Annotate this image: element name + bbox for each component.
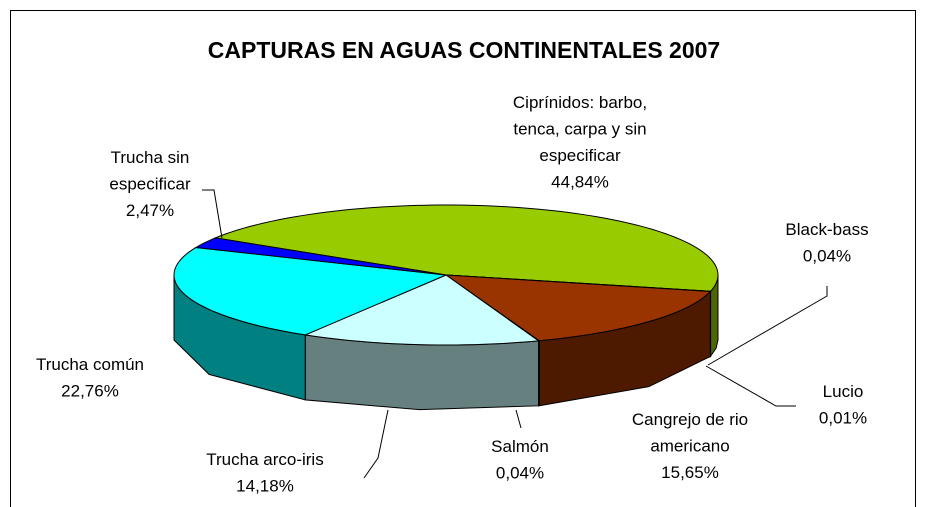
slice-value-label: 44,84% xyxy=(551,173,609,192)
chart-frame xyxy=(10,10,916,507)
slice-label: Lucio xyxy=(823,382,864,401)
slice-label-line: Ciprínidos: barbo, xyxy=(513,93,647,112)
pie-slice xyxy=(213,204,719,292)
slice-value-label: 2,47% xyxy=(126,201,174,220)
slice-label-line: Black-bass xyxy=(785,220,868,239)
slice-value-label: 14,18% xyxy=(236,477,294,496)
pie-side xyxy=(304,334,540,411)
slice-value-label: 0,04% xyxy=(496,464,544,483)
slice-label-line: Cangrejo de rio xyxy=(632,410,748,429)
slice-label: Black-bass xyxy=(785,220,868,239)
slice-label-line: especificar xyxy=(539,146,621,165)
slice-label: Cangrejo de rio americano xyxy=(632,410,748,456)
leader-line xyxy=(202,189,223,239)
slice-value-label: 0,01% xyxy=(819,409,867,428)
slice-label-line: Trucha arco-iris xyxy=(206,450,323,469)
pie-slice xyxy=(444,274,712,342)
slice-label-line: especificar xyxy=(109,175,191,194)
leader-line xyxy=(707,286,828,366)
pie-slice xyxy=(173,247,448,336)
slice-label-line: americano xyxy=(650,437,729,456)
slice-label-line: Salmón xyxy=(491,437,549,456)
leader-line xyxy=(515,409,522,429)
slice-label: Trucha sin especificar xyxy=(109,148,191,194)
leader-line xyxy=(705,365,796,407)
pie-slice xyxy=(303,274,540,346)
slice-label: Trucha arco-iris xyxy=(206,450,323,469)
leader-line xyxy=(363,409,389,479)
slice-label: Salmón xyxy=(491,437,549,456)
slice-value-label: 22,76% xyxy=(61,382,119,401)
slice-value-label: 15,65% xyxy=(661,463,719,482)
slice-label-line: tenca, carpa y sin xyxy=(513,120,646,139)
slice-label-line: Trucha común xyxy=(36,355,144,374)
slice-value-label: 0,04% xyxy=(803,247,851,266)
slice-label-line: Trucha sin xyxy=(111,148,190,167)
slice-label: Trucha común xyxy=(36,355,144,374)
slice-label-line: Lucio xyxy=(823,382,864,401)
chart-title: CAPTURAS EN AGUAS CONTINENTALES 2007 xyxy=(208,37,720,63)
slice-label: Ciprínidos: barbo, tenca, carpa y sin espe… xyxy=(513,93,647,165)
pie-slice xyxy=(194,237,447,276)
